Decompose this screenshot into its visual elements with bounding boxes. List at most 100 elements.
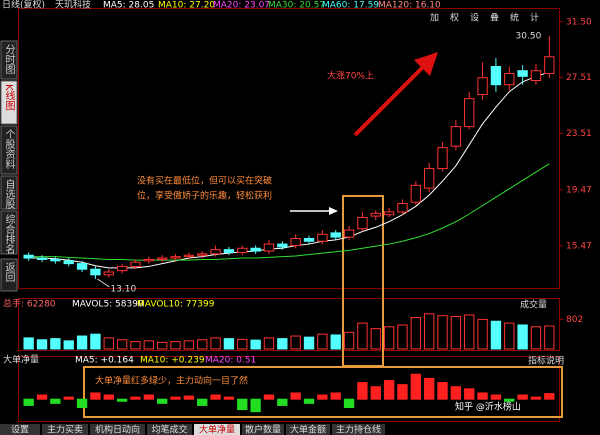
sidebar-tab[interactable] [0, 258, 18, 292]
y-tick-label: 802 [566, 315, 583, 325]
candle-body [130, 261, 141, 267]
toolbar-button[interactable]: 计 [530, 12, 539, 24]
toolbar-button[interactable]: 统 [510, 12, 519, 24]
panel-subtitle: MA5: +0.164 [75, 356, 134, 366]
bar [370, 386, 381, 400]
tab-label: 设置 [11, 425, 29, 435]
bar [36, 339, 48, 350]
annotation: 大单净量红多绿少，主力动向一目了然 [95, 375, 248, 387]
candle-body [410, 184, 421, 203]
sidebar-tab[interactable] [0, 210, 18, 255]
bar [397, 324, 408, 350]
flow-highlight-box [83, 366, 563, 418]
bar [544, 325, 555, 350]
bar [170, 341, 181, 350]
candle-body [424, 168, 435, 189]
bar [103, 394, 114, 400]
panel-subtitle: MA10: +0.239 [140, 356, 205, 366]
toolbar-button[interactable]: 加 [430, 13, 439, 24]
sidebar-tab[interactable] [0, 175, 18, 210]
bottom-tab[interactable] [286, 424, 330, 435]
panel-subtitle: MAVOL10: 77399 [137, 300, 215, 310]
bar [90, 333, 101, 350]
panel-title: 大单净量 [3, 354, 39, 366]
high-label: 30.50 [516, 31, 542, 41]
header-label: MA10: 27.20 [158, 1, 215, 11]
candle-body [464, 98, 475, 128]
bar [237, 338, 248, 350]
bar [424, 377, 435, 400]
sidebar-tab[interactable] [0, 80, 18, 125]
low-pointer [97, 278, 110, 288]
bar [477, 392, 488, 400]
bar [143, 340, 154, 350]
bar [317, 333, 328, 350]
bar [383, 379, 395, 400]
indicator-note[interactable]: 指标说明 [528, 355, 564, 367]
sidebar-label: 返回 [3, 262, 15, 283]
bar [277, 398, 288, 406]
bar [210, 337, 221, 350]
bottom-tab[interactable] [90, 424, 145, 435]
candle-body [544, 56, 555, 75]
flow-frame [18, 356, 560, 422]
candle-body [397, 203, 408, 213]
candle-body [303, 237, 315, 242]
bar [157, 341, 168, 350]
toolbar-button[interactable]: 设 [470, 13, 479, 24]
y-tick-label: 23.51 [566, 129, 592, 139]
bar [343, 398, 355, 409]
y-tick-label: 27.51 [566, 73, 592, 83]
bar [76, 398, 88, 409]
bottom-tab[interactable] [194, 424, 240, 435]
bottom-tab[interactable] [42, 424, 88, 435]
candle-body [183, 254, 195, 258]
bottom-tab[interactable] [0, 424, 40, 435]
bottom-tab[interactable] [242, 424, 284, 435]
bar [370, 328, 381, 350]
sidebar-label: 综合排名 [3, 213, 15, 255]
tab-label: 主力持仓线 [336, 424, 381, 435]
bar [277, 338, 288, 350]
bottom-tab[interactable] [332, 424, 385, 435]
candle-body [450, 126, 462, 147]
bar [424, 313, 435, 350]
header-label: 天玑科技 [55, 0, 91, 11]
bottom-tab[interactable] [147, 424, 192, 435]
low-label: 13.10 [110, 285, 136, 295]
bar [517, 394, 528, 400]
bar [116, 339, 128, 350]
sidebar-tab[interactable] [0, 125, 18, 175]
bar [263, 394, 275, 400]
bar [530, 326, 542, 350]
candle-body [143, 258, 154, 262]
bar [250, 398, 261, 413]
candle-body [357, 217, 368, 230]
sidebar-tab[interactable] [0, 40, 18, 80]
candle-body [277, 243, 288, 248]
panel-title: 总手: 62280 [3, 298, 56, 310]
y-tick-label: 31.50 [566, 17, 592, 27]
bar [464, 314, 475, 350]
volume-button[interactable]: 成交量 [520, 299, 547, 311]
header-label: MA30: 20.57 [268, 1, 325, 11]
ma-line [28, 163, 550, 261]
bar [490, 394, 502, 400]
toolbar-button[interactable]: 叠 [490, 13, 499, 24]
volume-frame [18, 298, 560, 351]
toolbar-button[interactable]: 权 [450, 12, 459, 24]
bar [63, 340, 74, 350]
bar [63, 396, 74, 400]
bar [76, 335, 88, 350]
bar [197, 339, 208, 350]
bar [357, 382, 368, 400]
bar [116, 398, 128, 402]
bar [397, 384, 408, 400]
bar [210, 394, 221, 400]
bar [263, 337, 275, 350]
candle-body [263, 243, 275, 252]
bar [50, 338, 61, 350]
candle-body [103, 271, 114, 276]
candle-body [116, 265, 128, 272]
bar [410, 373, 421, 400]
